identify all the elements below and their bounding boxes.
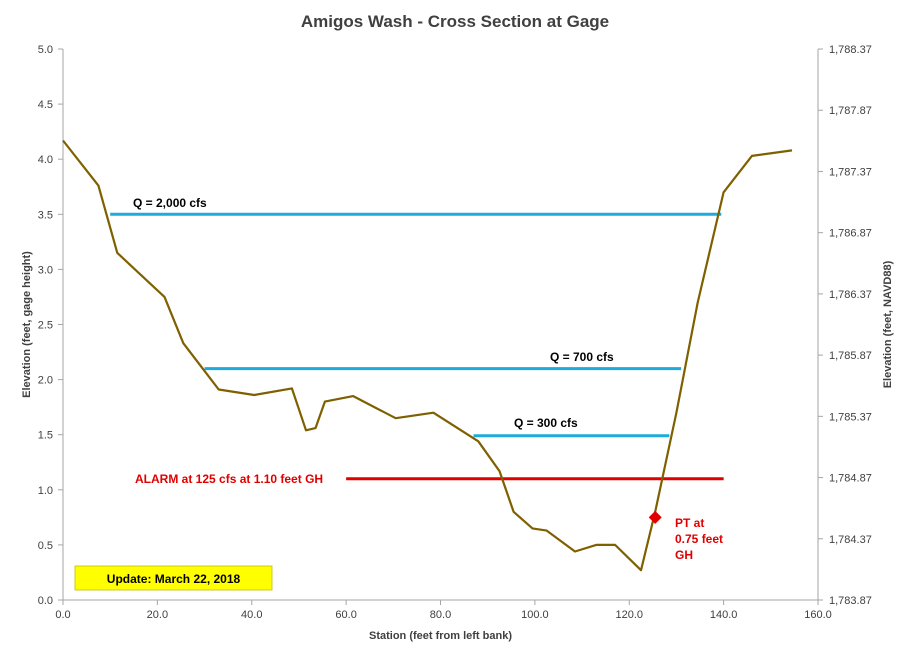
x-tick-label: 80.0: [430, 609, 451, 621]
discharge-label: Q = 700 cfs: [550, 350, 614, 364]
y-tick-label: 1.5: [38, 430, 53, 442]
y2-tick-label: 1,788.37: [829, 44, 872, 56]
y-axis-label: Elevation (feet, gage height): [21, 251, 33, 398]
y2-tick-label: 1,787.37: [829, 166, 872, 178]
alarm-label: ALARM at 125 cfs at 1.10 feet GH: [135, 472, 323, 486]
x-axis-label: Station (feet from left bank): [369, 630, 512, 642]
y-tick-label: 5.0: [38, 44, 53, 56]
cross-section-profile: [62, 139, 793, 572]
discharge-lines: Q = 2,000 cfs Q = 700 cfs Q = 300 cfs: [110, 196, 722, 438]
y2-tick-label: 1,784.37: [829, 534, 872, 546]
discharge-label: Q = 300 cfs: [514, 416, 578, 430]
y2-tick-label: 1,786.37: [829, 289, 872, 301]
y-tick-label: 0.5: [38, 540, 53, 552]
y2-tick-label: 1,787.87: [829, 105, 872, 117]
y2-axis-label: Elevation (feet, NAVD88): [882, 260, 894, 388]
y-tick-label: 4.5: [38, 99, 53, 111]
profile-line: [62, 139, 793, 572]
x-axis-ticks: 0.0 20.0 40.0 60.0 80.0 100.0 120.0 140.0 160.0: [55, 600, 832, 621]
y-tick-label: 1.0: [38, 485, 53, 497]
x-tick-label: 0.0: [55, 609, 70, 621]
update-box: [74, 565, 273, 591]
y-tick-label: 2.5: [38, 320, 53, 332]
x-tick-label: 40.0: [241, 609, 262, 621]
pressure-transducer-group: PT at 0.75 feet GH: [648, 510, 723, 562]
pt-label-line: GH: [675, 548, 693, 562]
x-tick-label: 100.0: [521, 609, 549, 621]
x-tick-label: 20.0: [147, 609, 168, 621]
y-axis-ticks: 0.0 0.5 1.0 1.5 2.0 2.5 3.0 3.5 4.0 4.5 5.0: [38, 44, 63, 607]
y2-tick-label: 1,786.87: [829, 228, 872, 240]
x-tick-label: 160.0: [804, 609, 832, 621]
y2-tick-label: 1,785.87: [829, 350, 872, 362]
y2-tick-label: 1,784.87: [829, 473, 872, 485]
y-tick-label: 4.0: [38, 154, 53, 166]
y-tick-label: 0.0: [38, 595, 53, 607]
pt-label-line: 0.75 feet: [675, 532, 723, 546]
x-tick-label: 120.0: [615, 609, 643, 621]
update-text: Update: March 22, 2018: [107, 572, 241, 586]
y2-tick-label: 1,785.37: [829, 411, 872, 423]
pt-marker: [648, 510, 662, 524]
y2-tick-label: 1,783.87: [829, 595, 872, 607]
pt-label-line: PT at: [675, 516, 704, 530]
y-tick-label: 2.0: [38, 375, 53, 387]
y-tick-label: 3.5: [38, 209, 53, 221]
x-tick-label: 140.0: [710, 609, 738, 621]
chart-title: Amigos Wash - Cross Section at Gage: [301, 12, 609, 31]
y-tick-label: 3.0: [38, 264, 53, 276]
x-tick-label: 60.0: [335, 609, 356, 621]
alarm-line-group: ALARM at 125 cfs at 1.10 feet GH: [135, 472, 724, 486]
update-badge: Update: March 22, 2018: [74, 565, 273, 591]
y2-axis-ticks: 1,783.87 1,784.37 1,784.87 1,785.37 1,785.87…: [818, 44, 872, 607]
discharge-label: Q = 2,000 cfs: [133, 196, 207, 210]
